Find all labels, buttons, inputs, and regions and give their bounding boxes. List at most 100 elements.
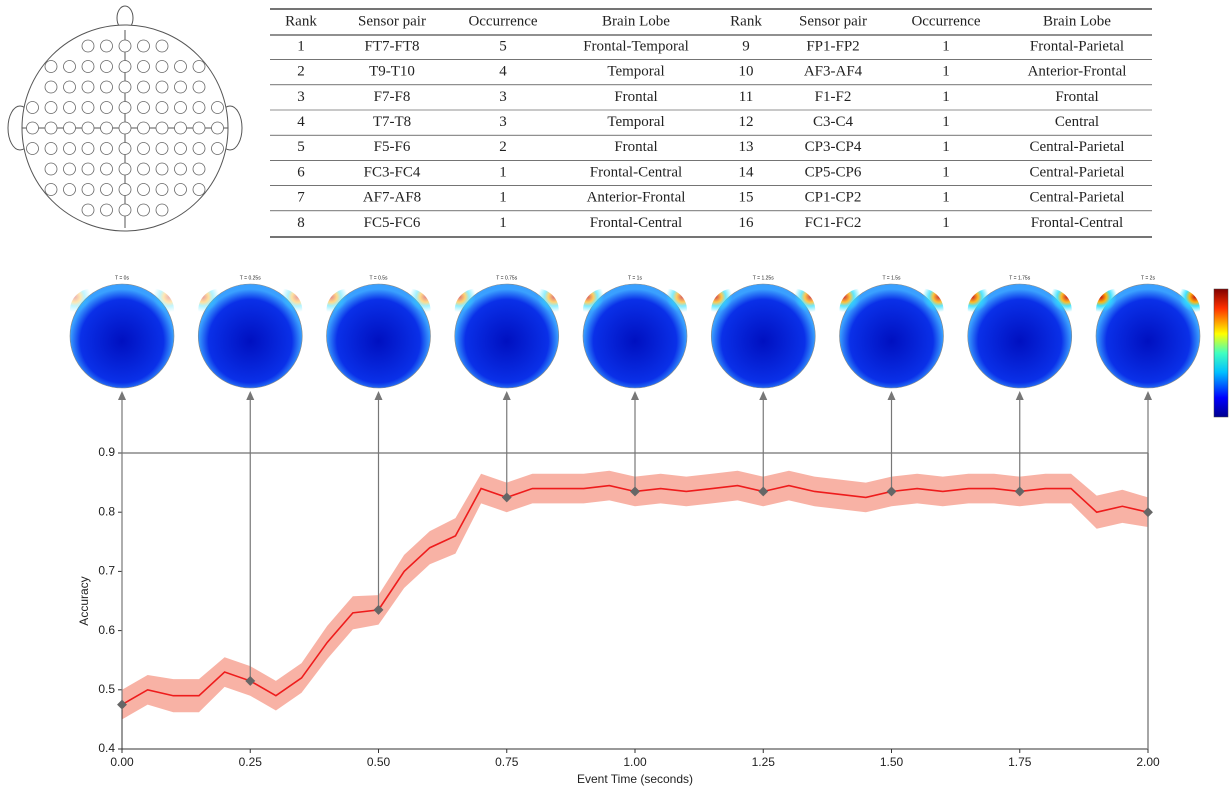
arrowhead	[631, 391, 639, 400]
electrode	[192, 101, 206, 114]
table-cell: 1	[297, 38, 305, 54]
topomap-hotspot	[896, 288, 944, 332]
electrode	[26, 101, 39, 114]
table-cell: Frontal	[614, 89, 657, 105]
table-cell: 1	[942, 38, 950, 54]
table-cell: 11	[739, 89, 753, 105]
electrode	[118, 60, 132, 73]
table-cell: Frontal-Central	[590, 215, 682, 231]
table-cell: Frontal	[1055, 89, 1098, 105]
y-tick-label: 0.7	[98, 564, 115, 578]
topomap-hotspot	[1024, 288, 1072, 332]
topomap-hotspot	[1153, 288, 1200, 332]
topomap-hotspot	[255, 288, 303, 332]
table-cell: FC5-FC6	[364, 215, 421, 231]
electrode	[100, 101, 113, 114]
accuracy-chart: Accuracy Event Time (seconds) 0.4 0.5 0.6 0…	[77, 391, 1160, 786]
column-header: Sensor pair	[358, 13, 426, 29]
y-tick-label: 0.5	[98, 682, 115, 696]
electrode	[100, 203, 113, 217]
electrode	[81, 142, 95, 155]
electrode	[174, 121, 187, 135]
marker	[373, 604, 384, 615]
electrode	[211, 142, 224, 155]
column-header: Occurrence	[468, 13, 537, 29]
electrode	[192, 183, 206, 196]
electrode	[137, 39, 150, 53]
topomap-hotspot	[967, 288, 1015, 332]
electrode	[100, 80, 113, 94]
electrode	[155, 101, 169, 114]
table-cell: 4	[297, 114, 305, 130]
x-tick-label: 2.00	[1136, 755, 1160, 769]
marker	[630, 486, 640, 497]
electrode	[63, 142, 76, 155]
topomap-hotspot	[198, 288, 246, 332]
y-tick-label: 0.9	[98, 445, 115, 459]
topomap-hotspot	[640, 288, 687, 332]
electrode	[137, 101, 150, 114]
electrode	[63, 80, 76, 94]
table-cell: 6	[297, 164, 305, 180]
electrode	[81, 80, 95, 94]
table-cell: 2	[297, 64, 305, 80]
electrode	[155, 203, 169, 217]
electrode	[155, 39, 169, 53]
electrode	[155, 80, 169, 94]
marker	[245, 675, 256, 686]
electrode	[118, 183, 132, 196]
table-cell: 1	[942, 164, 950, 180]
topomap-hotspot	[70, 288, 117, 332]
electrode	[118, 162, 132, 176]
electrode	[192, 60, 206, 73]
table-cell: Central-Parietal	[1030, 164, 1125, 180]
electrode	[100, 60, 113, 73]
electrode	[192, 80, 206, 94]
electrode	[100, 39, 113, 53]
electrode	[155, 183, 169, 196]
table-cell: F1-F2	[815, 89, 852, 105]
electrode	[137, 162, 150, 176]
marker	[501, 492, 512, 503]
table-cell: CP1-CP2	[805, 190, 862, 206]
electrode	[26, 121, 39, 135]
electrode	[174, 183, 187, 196]
electrode	[192, 121, 206, 135]
table-cell: 1	[942, 64, 950, 80]
electrode	[137, 142, 150, 155]
table-cell: T7-T8	[373, 114, 411, 130]
arrowhead	[887, 391, 896, 400]
table-cell: F7-F8	[374, 89, 411, 105]
x-tick-label: 0.00	[110, 755, 134, 769]
x-tick-label: 0.50	[367, 755, 391, 769]
x-tick-label: 0.75	[495, 755, 519, 769]
table-cell: Frontal-Central	[1031, 215, 1123, 231]
table-cell: 12	[739, 114, 754, 130]
table-cell: CP3-CP4	[805, 139, 862, 155]
column-header: Brain Lobe	[1043, 13, 1111, 29]
electrode	[26, 142, 39, 155]
topomap-hotspot	[711, 288, 759, 332]
topomap-hotspot	[768, 288, 816, 332]
electrode	[44, 142, 58, 155]
electrode	[63, 162, 76, 176]
electrode	[81, 121, 95, 135]
sensor-table: Rank Sensor pair Occurrence Brain Lobe Rank S…	[270, 8, 1152, 238]
electrode	[63, 101, 76, 114]
electrode	[137, 121, 150, 135]
electrode	[81, 203, 95, 217]
table-cell: 4	[499, 64, 507, 80]
table-cell: AF7-AF8	[363, 190, 421, 206]
electrode	[174, 101, 187, 114]
electrode	[81, 183, 95, 196]
table-cell: FP1-FP2	[806, 38, 859, 54]
table-cell: Frontal	[614, 139, 657, 155]
x-tick-label: 1.25	[752, 755, 776, 769]
topomap-hotspot	[454, 288, 502, 332]
arrowhead	[1015, 391, 1024, 400]
table-cell: Anterior-Frontal	[1028, 64, 1127, 80]
topomap-hotspot	[839, 288, 887, 332]
y-tick-label: 0.8	[98, 504, 115, 518]
